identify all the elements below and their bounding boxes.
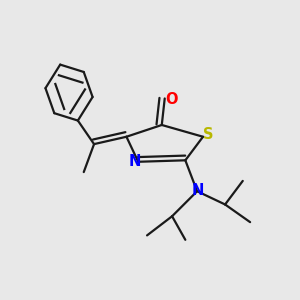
Text: O: O xyxy=(165,92,178,106)
Text: N: N xyxy=(128,154,141,169)
Text: N: N xyxy=(191,183,204,198)
Text: S: S xyxy=(203,128,214,142)
